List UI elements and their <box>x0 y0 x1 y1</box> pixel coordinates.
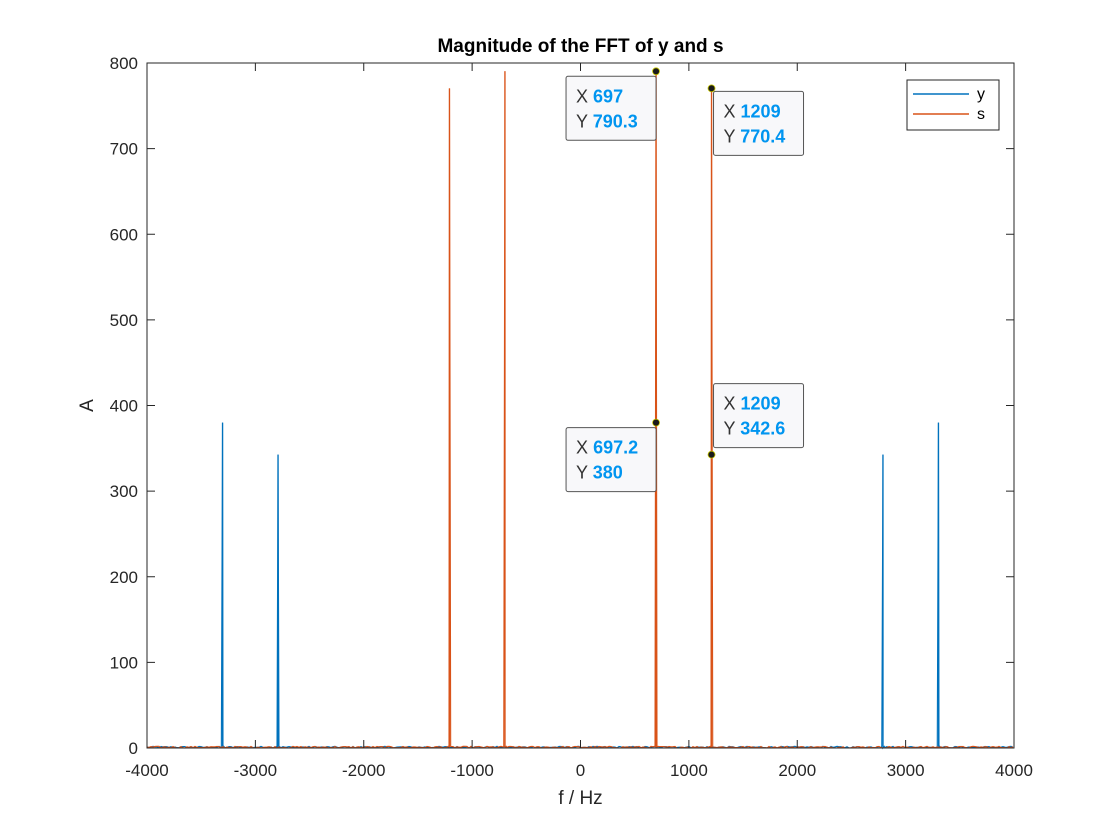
datatip-x-value: 697.2 <box>593 438 638 458</box>
datatip-marker[interactable] <box>652 67 660 76</box>
legend-label-s: s <box>977 106 985 123</box>
datatip-y-value: 770.4 <box>740 126 785 146</box>
datatip-y-row: Y 770.4 <box>724 126 786 146</box>
y-axis-label: A <box>77 399 98 412</box>
datatip-marker[interactable] <box>707 450 716 459</box>
y-tick-label: 200 <box>110 568 138 587</box>
plot-area <box>147 63 1014 748</box>
y-tick-label: 0 <box>129 739 138 758</box>
datatip-y-key: Y <box>576 463 593 483</box>
datatip-x-row: X 1209 <box>724 394 781 414</box>
datatip-y-value: 790.3 <box>593 111 638 131</box>
x-tick-label: 2000 <box>778 761 816 780</box>
x-tick-label: 1000 <box>670 761 708 780</box>
y-tick-label: 400 <box>110 397 138 416</box>
x-tick-label: -2000 <box>342 761 385 780</box>
y-tick-label: 100 <box>110 653 138 672</box>
datatip-y-value: 380 <box>593 463 623 483</box>
datatip-box[interactable] <box>565 427 657 493</box>
datatip-y-key: Y <box>724 419 741 439</box>
datatip-y-row: Y 342.6 <box>724 419 786 439</box>
axis-ticks: -4000 -3000 -2000 -1000 0 1000 2000 3000 4000 0 10… <box>110 54 1033 780</box>
datatip-x-key: X <box>724 394 741 414</box>
datatip-y-value: 342.6 <box>740 419 785 439</box>
datatip-y-row: Y 380 <box>576 463 623 483</box>
datatip-x-row: X 697.2 <box>576 438 638 458</box>
y-tick-label: 800 <box>110 54 138 73</box>
datatip-x-key: X <box>724 101 741 121</box>
chart-title: Magnitude of the FFT of y and s <box>437 36 723 57</box>
legend-label-y: y <box>977 86 985 103</box>
datatip-y-key: Y <box>724 126 741 146</box>
datatip-x-key: X <box>576 438 593 458</box>
datatip-2[interactable]: X 697.2Y 380 <box>565 418 660 493</box>
x-axis-label: f / Hz <box>558 788 602 809</box>
x-tick-label: -1000 <box>450 761 493 780</box>
y-tick-label: 500 <box>110 311 138 330</box>
legend-box[interactable] <box>906 79 1000 131</box>
y-tick-label: 700 <box>110 140 138 159</box>
datatip-marker[interactable] <box>652 418 660 427</box>
y-tick-label: 300 <box>110 482 138 501</box>
legend[interactable]: ys <box>906 79 1000 131</box>
datatip-box[interactable] <box>565 75 657 141</box>
datatip-x-row: X 697 <box>576 86 623 106</box>
datatip-x-row: X 1209 <box>724 101 781 121</box>
y-tick-label: 600 <box>110 225 138 244</box>
series-layer <box>146 71 1014 750</box>
x-tick-label: 4000 <box>995 761 1033 780</box>
x-tick-label: -3000 <box>234 761 277 780</box>
datatip-box[interactable] <box>713 383 805 449</box>
datatip-x-value: 1209 <box>741 101 781 121</box>
x-tick-label: -4000 <box>125 761 168 780</box>
datatip-x-value: 1209 <box>741 394 781 414</box>
x-tick-label: 3000 <box>887 761 925 780</box>
datatip-y-key: Y <box>576 111 593 131</box>
datatip-box[interactable] <box>713 90 805 156</box>
datatip-marker[interactable] <box>707 84 716 93</box>
datatip-x-key: X <box>576 86 593 106</box>
x-tick-label: 0 <box>576 761 585 780</box>
datatip-x-value: 697 <box>593 86 623 106</box>
datatip-y-row: Y 790.3 <box>576 111 638 131</box>
